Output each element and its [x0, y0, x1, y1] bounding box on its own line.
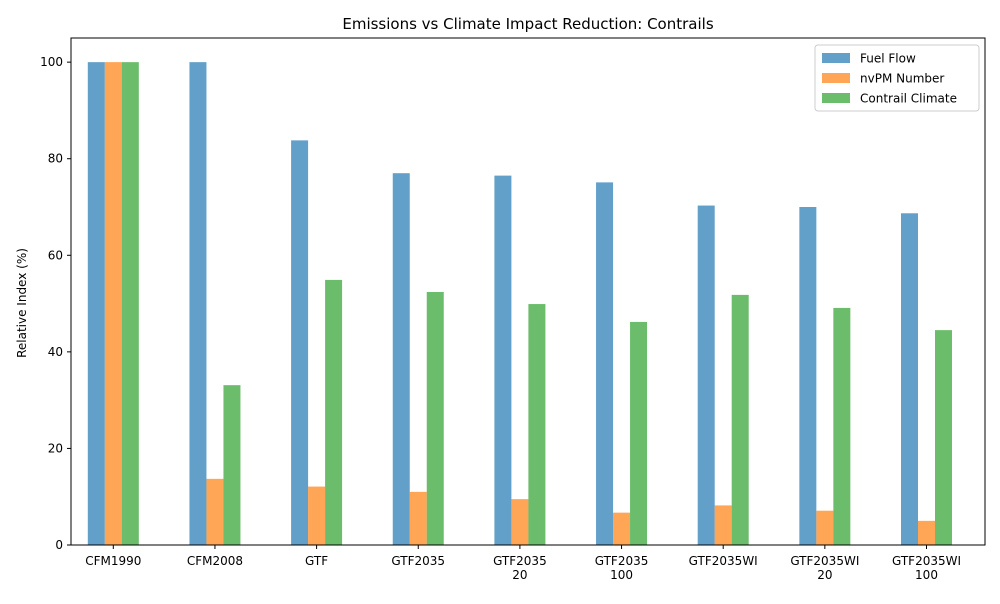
y-axis: 0 20 40 60 80 100: [40, 55, 71, 552]
bar-0-4: [494, 175, 512, 545]
bar-0-2: [291, 140, 309, 545]
bar-0-8: [901, 213, 918, 545]
bar-0-6: [697, 205, 715, 545]
bar-2-3: [426, 291, 444, 545]
x-tick-label: GTF: [305, 554, 328, 568]
x-tick-label: GTF2035: [595, 554, 649, 568]
bar-0-3: [392, 173, 410, 545]
bar-1-5: [613, 512, 631, 545]
y-tick-label: 80: [48, 152, 63, 166]
bar-0-5: [596, 182, 614, 546]
bar-1-4: [511, 499, 529, 545]
bar-1-8: [918, 520, 935, 545]
legend-swatch: [822, 93, 850, 103]
plot-frame: [70, 37, 986, 546]
x-tick-label: GTF2035WI: [790, 554, 859, 568]
bar-2-0: [121, 62, 139, 546]
x-tick-label: 100: [915, 568, 938, 582]
legend-swatch: [822, 73, 850, 83]
bar-2-8: [935, 330, 952, 545]
bar-0-1: [189, 62, 207, 546]
y-tick-label: 60: [48, 248, 63, 262]
y-tick-label: 40: [48, 345, 63, 359]
bar-2-5: [630, 321, 648, 545]
legend-label: Fuel Flow: [860, 52, 916, 66]
x-tick-label: GTF2035: [391, 554, 445, 568]
bar-2-7: [833, 307, 851, 545]
x-tick-label: 20: [817, 568, 832, 582]
y-tick-label: 0: [55, 538, 63, 552]
legend-label: nvPM Number: [860, 72, 944, 86]
x-axis: CFM1990 CFM2008 GTF GTF2035 GTF203520GTF2035…: [85, 545, 961, 582]
bars-group: [87, 62, 952, 546]
bar-0-0: [87, 62, 105, 546]
y-axis-title: Relative Index (%): [15, 248, 29, 358]
x-tick-label: CFM2008: [187, 554, 243, 568]
chart-title: Emissions vs Climate Impact Reduction: C…: [342, 15, 713, 33]
bar-1-2: [308, 486, 326, 545]
legend-label: Contrail Climate: [860, 92, 957, 106]
legend-box: [814, 44, 980, 112]
bar-2-1: [223, 385, 241, 545]
bar-0-7: [799, 207, 817, 545]
x-tick-label: 100: [610, 568, 633, 582]
legend: Fuel Flow nvPM Number Contrail Climate: [814, 44, 980, 112]
x-tick-label: 20: [512, 568, 527, 582]
bar-1-7: [816, 510, 834, 545]
y-tick-label: 20: [48, 441, 63, 455]
bar-1-0: [104, 62, 122, 546]
x-tick-label: GTF2035WI: [689, 554, 758, 568]
x-tick-label: CFM1990: [85, 554, 141, 568]
y-tick-label: 100: [40, 55, 63, 69]
bar-2-2: [325, 279, 343, 545]
x-tick-label: GTF2035: [493, 554, 547, 568]
x-tick-label: GTF2035WI: [892, 554, 961, 568]
bar-2-4: [528, 304, 546, 545]
bar-1-1: [206, 478, 224, 545]
bar-2-6: [731, 294, 749, 545]
bar-1-6: [714, 505, 732, 545]
bar-1-3: [409, 491, 427, 545]
legend-swatch: [822, 53, 850, 63]
